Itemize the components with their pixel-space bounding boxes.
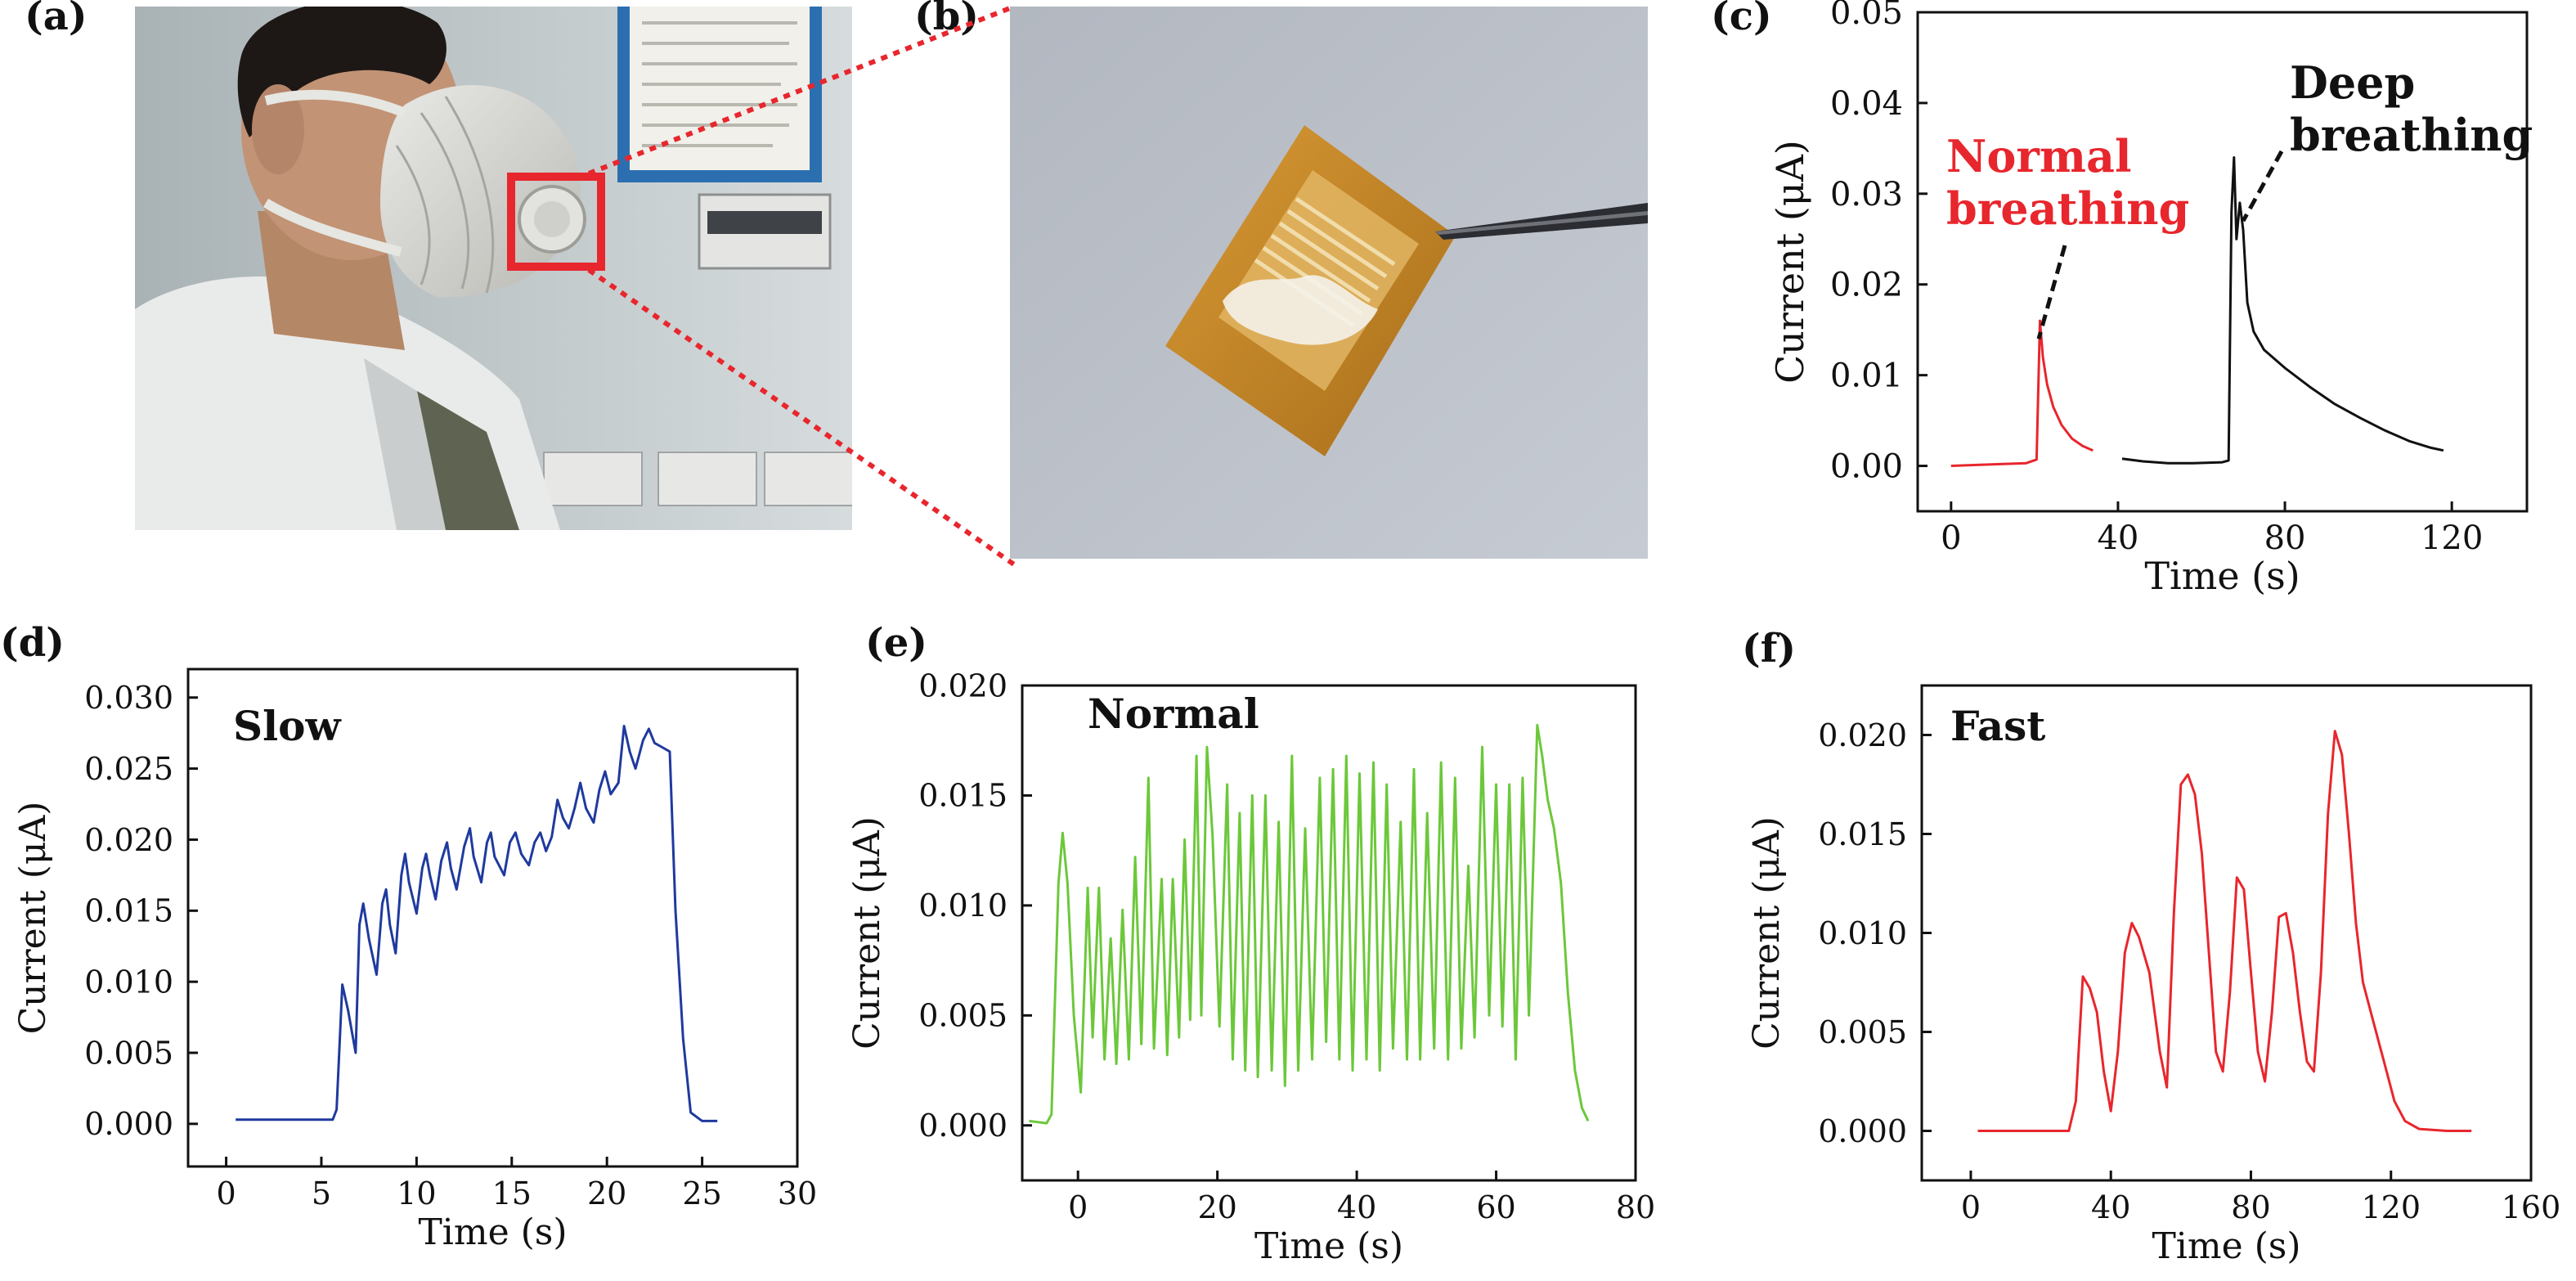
x-tick-label-e-4: 80 bbox=[1616, 1189, 1655, 1225]
y-tick-label-e-3: 0.015 bbox=[918, 778, 1008, 814]
annotation-c-0: Normal breathing bbox=[1946, 130, 2189, 235]
x-tick-label-c-2: 80 bbox=[2264, 519, 2306, 557]
y-tick-label-d-2: 0.010 bbox=[84, 964, 173, 1000]
y-tick-label-c-4: 0.04 bbox=[1830, 85, 1903, 123]
y-tick-label-c-5: 0.05 bbox=[1830, 0, 1903, 32]
panel-label-e: (e) bbox=[865, 620, 927, 666]
series-line-d-0 bbox=[236, 725, 718, 1122]
plot-frame-f bbox=[1920, 684, 2533, 1182]
series-line-c-1 bbox=[2121, 156, 2444, 465]
plot-frame-d bbox=[186, 667, 799, 1168]
y-tick-label-e-1: 0.005 bbox=[918, 998, 1008, 1034]
y-tick-label-d-5: 0.025 bbox=[84, 751, 173, 787]
x-tick-label-c-3: 120 bbox=[2421, 519, 2483, 557]
y-tick-label-e-4: 0.020 bbox=[918, 667, 1008, 703]
y-tick-label-f-0: 0.000 bbox=[1818, 1113, 1907, 1149]
y-tick-label-f-1: 0.005 bbox=[1818, 1014, 1907, 1050]
plot-frame-e bbox=[1021, 684, 1637, 1182]
x-tick-label-d-5: 25 bbox=[682, 1175, 721, 1211]
callout-line-bottom bbox=[587, 267, 1016, 567]
x-tick-label-f-0: 0 bbox=[1961, 1189, 1981, 1225]
x-tick-label-d-3: 15 bbox=[492, 1175, 532, 1211]
x-axis-label-f: Time (s) bbox=[2152, 1225, 2300, 1267]
x-tick-label-f-4: 160 bbox=[2502, 1189, 2561, 1225]
panel-label-f: (f) bbox=[1742, 626, 1797, 672]
chart-d: 0 5 10 15 20 25 30 0.000 0.005 0.010 0.015 0.020 0.0… bbox=[12, 667, 817, 1253]
y-axis-label-f: Current (μA) bbox=[1746, 816, 1788, 1050]
x-tick-label-e-3: 60 bbox=[1476, 1189, 1515, 1225]
x-tick-label-c-0: 0 bbox=[1941, 519, 1961, 557]
chart-title-d: Slow bbox=[233, 702, 342, 750]
series-line-e-0 bbox=[1029, 723, 1590, 1125]
plot-frame-c bbox=[1916, 11, 2529, 513]
y-tick-label-e-2: 0.010 bbox=[918, 888, 1008, 924]
panel-label-d: (d) bbox=[0, 620, 65, 666]
y-tick-label-d-3: 0.015 bbox=[84, 893, 173, 929]
x-tick-label-f-3: 120 bbox=[2361, 1189, 2421, 1225]
y-tick-label-e-0: 0.000 bbox=[918, 1108, 1008, 1144]
x-tick-label-d-0: 0 bbox=[216, 1175, 236, 1211]
annotation-line-c-1-1: breathing bbox=[2290, 109, 2533, 161]
chart-title-e: Normal bbox=[1088, 690, 1259, 738]
y-axis-label-d: Current (μA) bbox=[12, 802, 54, 1035]
photo-sensor-film bbox=[1010, 7, 1648, 559]
x-tick-label-f-2: 80 bbox=[2231, 1189, 2270, 1225]
x-tick-label-e-1: 20 bbox=[1197, 1189, 1236, 1225]
sensor-highlight-box bbox=[507, 173, 605, 271]
sensor-film-illustration bbox=[1010, 7, 1648, 559]
x-tick-label-d-4: 20 bbox=[587, 1175, 626, 1211]
annotation-line-c-0-1: breathing bbox=[1946, 182, 2189, 235]
annotation-line-c-0-0: Normal bbox=[1946, 130, 2131, 182]
y-tick-label-f-2: 0.010 bbox=[1818, 915, 1907, 951]
x-axis-label-c: Time (s) bbox=[2144, 554, 2300, 598]
callout-line-top bbox=[587, 6, 1012, 176]
x-tick-label-d-1: 5 bbox=[312, 1175, 331, 1211]
panel-label-a: (a) bbox=[25, 0, 88, 39]
y-tick-label-c-0: 0.00 bbox=[1830, 448, 1903, 486]
x-tick-label-c-1: 40 bbox=[2097, 519, 2138, 557]
y-tick-label-d-1: 0.005 bbox=[84, 1035, 173, 1071]
y-tick-label-f-3: 0.015 bbox=[1818, 816, 1907, 852]
x-tick-label-d-2: 10 bbox=[397, 1175, 436, 1211]
chart-c: 0 40 80 120 0.00 0.01 0.02 0.03 0.04 0.05 Time (s)… bbox=[1768, 0, 2533, 598]
x-axis-label-e: Time (s) bbox=[1254, 1225, 1403, 1267]
x-axis-label-d: Time (s) bbox=[418, 1211, 567, 1253]
y-axis-label-e: Current (μA) bbox=[846, 816, 888, 1050]
y-tick-label-d-6: 0.030 bbox=[84, 680, 173, 716]
chart-title-f: Fast bbox=[1950, 702, 2045, 750]
y-tick-label-c-1: 0.01 bbox=[1830, 357, 1903, 395]
photo-mask-wearer bbox=[135, 7, 852, 530]
annotation-line-c-1-0: Deep bbox=[2290, 56, 2415, 109]
y-tick-label-c-2: 0.02 bbox=[1830, 267, 1903, 304]
x-tick-label-e-0: 0 bbox=[1068, 1189, 1088, 1225]
chart-f: 0 40 80 120 160 0.000 0.005 0.010 0.015 0.020 Time… bbox=[1746, 684, 2561, 1267]
series-line-f-0 bbox=[1977, 730, 2472, 1132]
chart-e: 0 20 40 60 80 0.000 0.005 0.010 0.015 0.020 Time (… bbox=[846, 667, 1655, 1267]
mask-wearer-illustration bbox=[135, 7, 852, 530]
x-tick-label-f-1: 40 bbox=[2091, 1189, 2130, 1225]
x-tick-label-e-2: 40 bbox=[1337, 1189, 1376, 1225]
x-tick-label-d-6: 30 bbox=[778, 1175, 817, 1211]
y-tick-label-d-4: 0.020 bbox=[84, 822, 173, 858]
series-line-c-0 bbox=[1950, 319, 2094, 467]
annotation-c-1: Deep breathing bbox=[2290, 56, 2533, 161]
y-tick-label-d-0: 0.000 bbox=[84, 1106, 173, 1142]
annotation-pointer-c-1 bbox=[2241, 150, 2284, 222]
y-tick-label-c-3: 0.03 bbox=[1830, 176, 1903, 214]
y-tick-label-f-4: 0.020 bbox=[1818, 717, 1907, 753]
annotation-pointer-c-0 bbox=[2036, 245, 2067, 339]
y-axis-label-c: Current (μA) bbox=[1768, 140, 1812, 384]
callout-lines bbox=[587, 6, 1016, 567]
panel-label-c: (c) bbox=[1711, 0, 1772, 39]
